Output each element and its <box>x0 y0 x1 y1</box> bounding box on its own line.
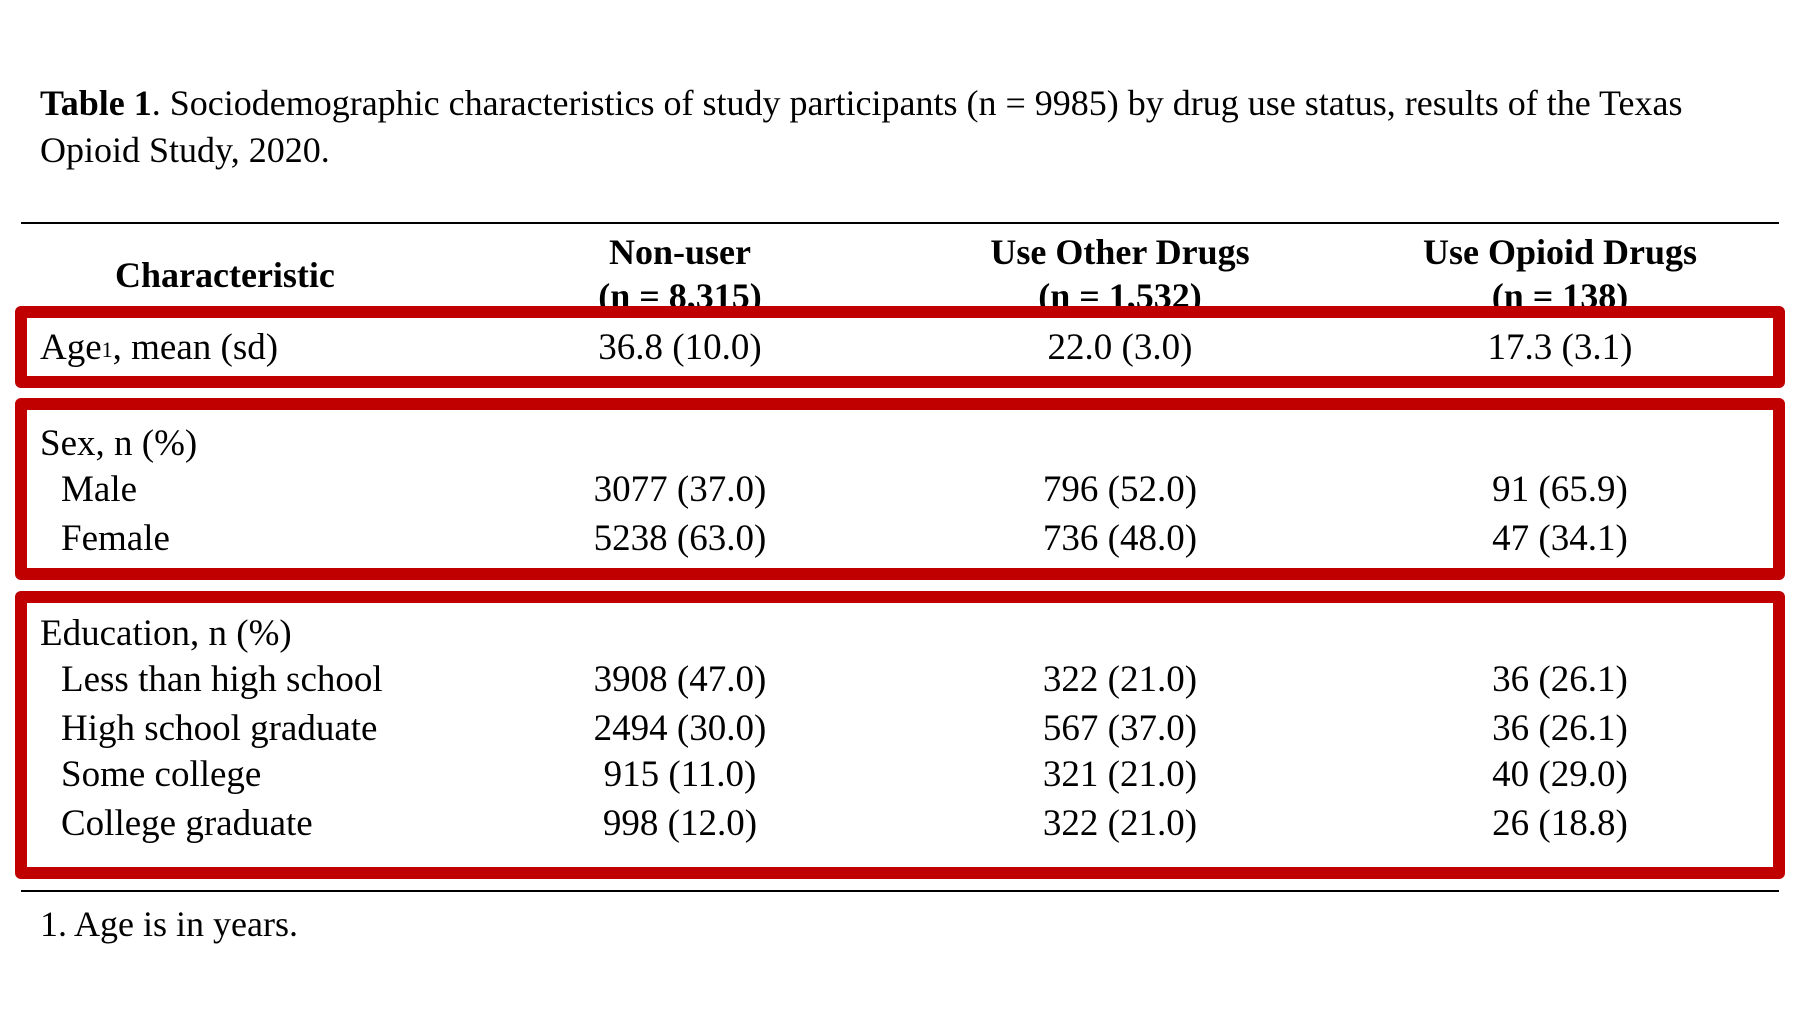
education-some-college-opioid-drugs: 40 (29.0) <box>1492 754 1628 795</box>
table-caption: Table 1. Sociodemographic characteristic… <box>40 80 1740 174</box>
table-header: Characteristic Non-user (n = 8,315) Use … <box>0 220 1800 306</box>
sex-male-opioid-drugs: 91 (65.9) <box>1492 469 1628 510</box>
education-hs-grad-label: High school graduate <box>61 708 378 749</box>
highlight-box-age <box>15 306 1785 388</box>
header-other-drugs: Use Other Drugs (n = 1,532) <box>900 230 1340 306</box>
age-label: Age1, mean (sd) <box>40 327 279 368</box>
age-non-user: 36.8 (10.0) <box>598 327 762 368</box>
age-other-drugs: 22.0 (3.0) <box>1047 327 1193 368</box>
header-non-user-name: Non-user <box>609 232 751 272</box>
education-hs-grad-opioid-drugs: 36 (26.1) <box>1492 708 1628 749</box>
education-hs-grad-other-drugs: 567 (37.0) <box>1042 708 1198 749</box>
sex-female-label: Female <box>61 518 170 559</box>
education-less-hs-opioid-drugs: 36 (26.1) <box>1492 659 1628 700</box>
header-non-user: Non-user (n = 8,315) <box>500 230 860 306</box>
header-non-user-n: (n = 8,315) <box>598 276 762 306</box>
header-opioid-drugs-n: (n = 138) <box>1491 276 1629 306</box>
education-some-college-non-user: 915 (11.0) <box>603 754 757 795</box>
education-college-grad-non-user: 998 (12.0) <box>602 803 758 844</box>
education-less-hs-other-drugs: 322 (21.0) <box>1042 659 1198 700</box>
bottom-rule <box>21 890 1779 892</box>
sex-female-non-user: 5238 (63.0) <box>593 518 767 559</box>
header-opioid-drugs-name: Use Opioid Drugs <box>1422 232 1698 272</box>
education-college-grad-other-drugs: 322 (21.0) <box>1042 803 1198 844</box>
age-opioid-drugs: 17.3 (3.1) <box>1487 327 1633 368</box>
education-less-hs-label: Less than high school <box>61 659 383 700</box>
education-label: Education, n (%) <box>40 613 292 654</box>
education-less-hs-non-user: 3908 (47.0) <box>593 659 767 700</box>
education-hs-grad-non-user: 2494 (30.0) <box>593 708 767 749</box>
table-label: Table 1 <box>40 83 152 123</box>
caption-text: . Sociodemographic characteristics of st… <box>40 83 1683 170</box>
sex-female-opioid-drugs: 47 (34.1) <box>1492 518 1628 559</box>
education-some-college-label: Some college <box>61 754 262 795</box>
highlight-box-education <box>15 591 1785 879</box>
education-some-college-other-drugs: 321 (21.0) <box>1042 754 1198 795</box>
header-other-drugs-n: (n = 1,532) <box>1038 276 1202 306</box>
header-characteristic: Characteristic <box>115 255 335 295</box>
age-footnote-marker: 1 <box>101 337 113 362</box>
sex-male-non-user: 3077 (37.0) <box>593 469 767 510</box>
education-college-grad-opioid-drugs: 26 (18.8) <box>1492 803 1628 844</box>
sex-male-label: Male <box>61 469 138 510</box>
top-rule <box>21 222 1779 224</box>
header-opioid-drugs: Use Opioid Drugs (n = 138) <box>1340 230 1780 306</box>
highlight-box-sex <box>15 398 1785 580</box>
education-college-grad-label: College graduate <box>61 803 313 844</box>
footnote: 1. Age is in years. <box>40 904 298 944</box>
header-other-drugs-name: Use Other Drugs <box>990 232 1250 272</box>
sex-label: Sex, n (%) <box>40 423 198 464</box>
sex-female-other-drugs: 736 (48.0) <box>1042 518 1198 559</box>
sex-male-other-drugs: 796 (52.0) <box>1042 469 1198 510</box>
